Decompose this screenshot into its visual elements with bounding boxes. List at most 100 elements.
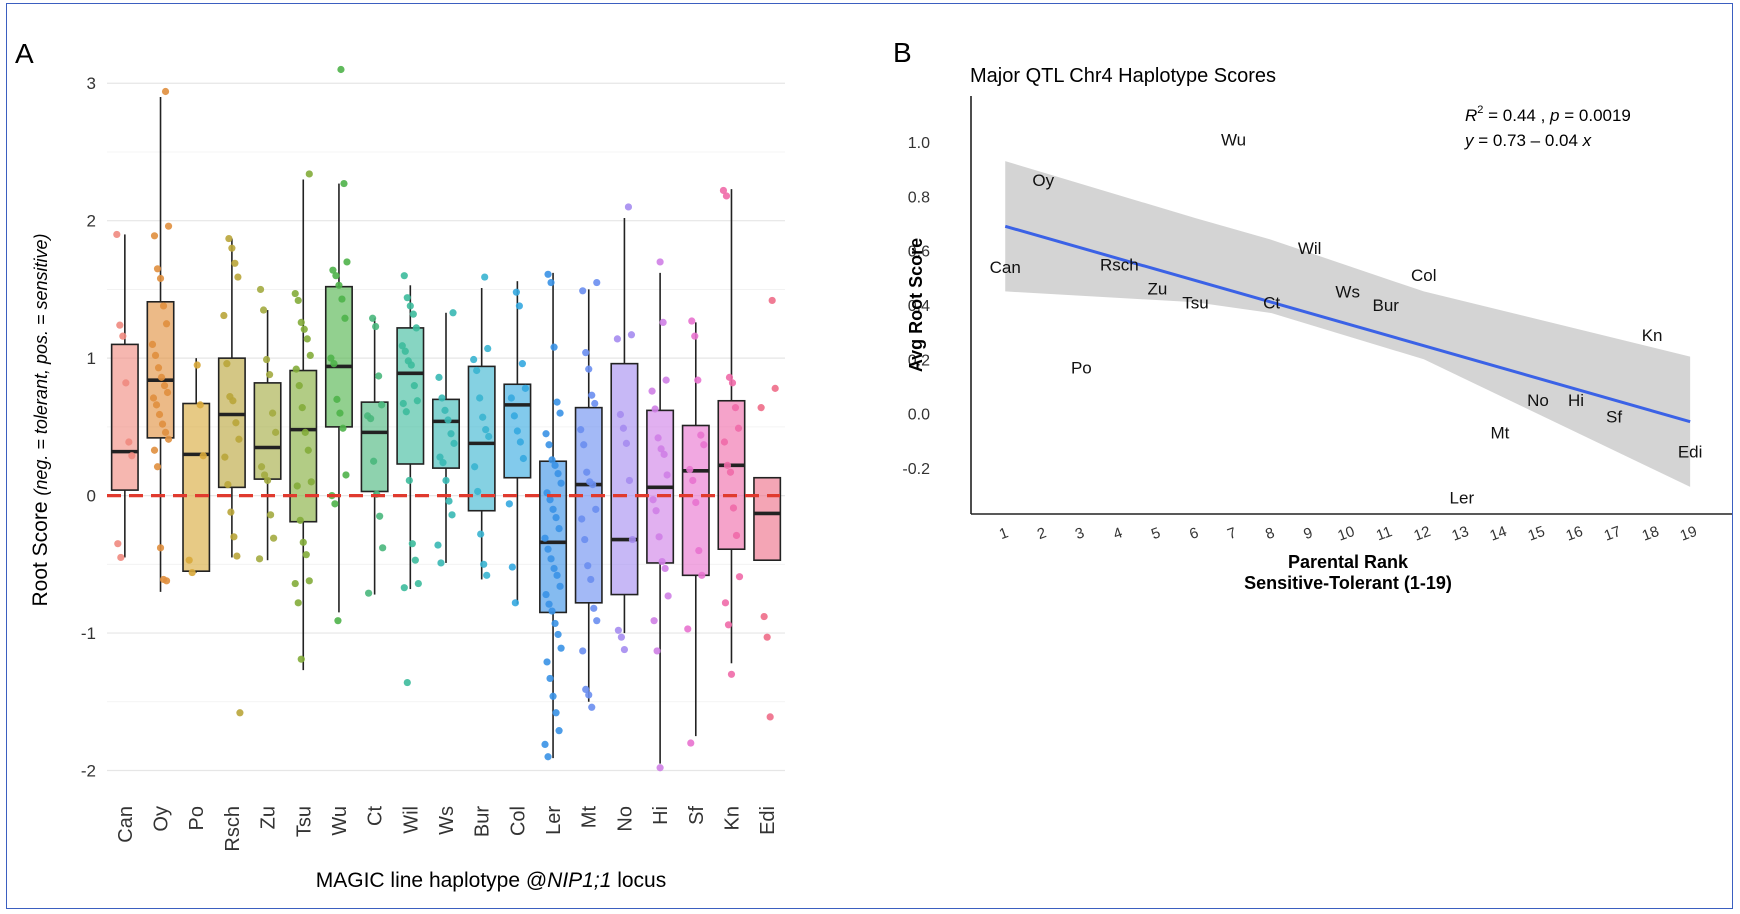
data-point (511, 599, 519, 607)
data-point (584, 562, 592, 570)
stats-r2-p: R2 = 0.44 , p = 0.0019 (1465, 104, 1631, 125)
point-label-edi: Edi (1678, 443, 1703, 462)
data-point (305, 170, 313, 178)
data-point (398, 342, 406, 350)
point-label-no: No (1527, 391, 1549, 410)
data-point (482, 426, 490, 434)
data-point (548, 456, 556, 464)
data-point (760, 612, 768, 621)
data-point (337, 65, 345, 74)
data-point (441, 406, 449, 414)
data-point (731, 404, 740, 412)
data-point (545, 600, 553, 608)
data-point (228, 244, 236, 252)
data-point (224, 481, 232, 489)
data-point (617, 633, 626, 641)
data-point (725, 373, 734, 381)
data-point (695, 546, 703, 555)
data-point (554, 630, 562, 639)
data-point (659, 318, 667, 327)
data-point (544, 753, 552, 761)
data-point (654, 434, 662, 442)
data-point (296, 516, 304, 524)
data-point (620, 645, 629, 654)
x-axis-label: MAGIC line haplotype @NIP1;1 locus (316, 869, 666, 892)
point-label-po: Po (1071, 358, 1092, 377)
x-tick-label: 8 (1263, 524, 1277, 543)
data-point (330, 360, 338, 368)
data-point (726, 468, 735, 476)
data-point (588, 391, 596, 399)
data-point (549, 505, 557, 513)
data-point (185, 556, 193, 564)
data-point (684, 625, 692, 633)
data-point (439, 459, 447, 467)
y-tick-label: -2 (81, 762, 96, 781)
data-point (343, 258, 351, 266)
data-point (367, 415, 375, 423)
x-tick-label: Wu (329, 806, 351, 836)
point-label-col: Col (1411, 266, 1437, 285)
data-point (483, 571, 491, 579)
data-point (512, 288, 520, 296)
data-point (160, 382, 169, 390)
data-point (294, 296, 302, 305)
x-tick-label: Hi (650, 806, 672, 825)
data-point (403, 678, 411, 687)
data-point (233, 552, 241, 560)
data-point (405, 476, 413, 485)
x-tick-label: 17 (1602, 523, 1623, 545)
data-point (260, 471, 269, 479)
data-point (691, 332, 699, 340)
data-point (614, 626, 622, 634)
data-point (265, 371, 274, 379)
data-point (266, 511, 275, 519)
data-point (476, 394, 484, 402)
data-point (656, 764, 664, 772)
data-point (624, 203, 633, 211)
point-label-wil: Wil (1298, 239, 1322, 258)
data-point (585, 691, 593, 699)
panel-letter-b: B (893, 37, 912, 68)
data-point (649, 496, 657, 504)
data-point (734, 424, 743, 432)
data-point (697, 431, 705, 439)
data-point (291, 579, 299, 588)
data-point (193, 361, 201, 369)
data-point (513, 427, 521, 435)
data-point (399, 399, 407, 408)
data-point (369, 314, 377, 322)
point-label-rsch: Rsch (1100, 255, 1139, 274)
x-tick-label: Oy (151, 806, 173, 832)
data-point (293, 482, 301, 490)
data-point (545, 441, 553, 449)
data-point (164, 435, 173, 443)
data-point (484, 344, 492, 353)
y-tick-label: 2 (87, 212, 96, 231)
data-point (518, 360, 526, 368)
data-point (402, 408, 410, 416)
data-point (157, 373, 166, 381)
data-point (652, 507, 660, 515)
x-tick-label: Rsch (222, 806, 244, 852)
data-point (235, 435, 243, 443)
y-tick-label: 0 (87, 487, 96, 506)
data-point (162, 577, 171, 585)
point-label-zu: Zu (1148, 280, 1168, 299)
data-point (329, 266, 337, 274)
data-point (548, 607, 556, 615)
data-point (763, 633, 771, 641)
data-point (542, 590, 550, 599)
data-point (544, 270, 552, 278)
y-tick-label: 0.8 (908, 189, 930, 206)
data-point (298, 404, 306, 412)
data-point (692, 498, 700, 507)
data-point (292, 365, 300, 373)
data-point (307, 478, 315, 486)
point-label-wu: Wu (1221, 130, 1246, 149)
x-tick-label: 18 (1640, 523, 1661, 545)
x-axis-label-line1: Parental Rank (1288, 552, 1409, 572)
point-label-hi: Hi (1568, 391, 1584, 410)
data-point (589, 481, 597, 489)
data-point (294, 599, 302, 607)
